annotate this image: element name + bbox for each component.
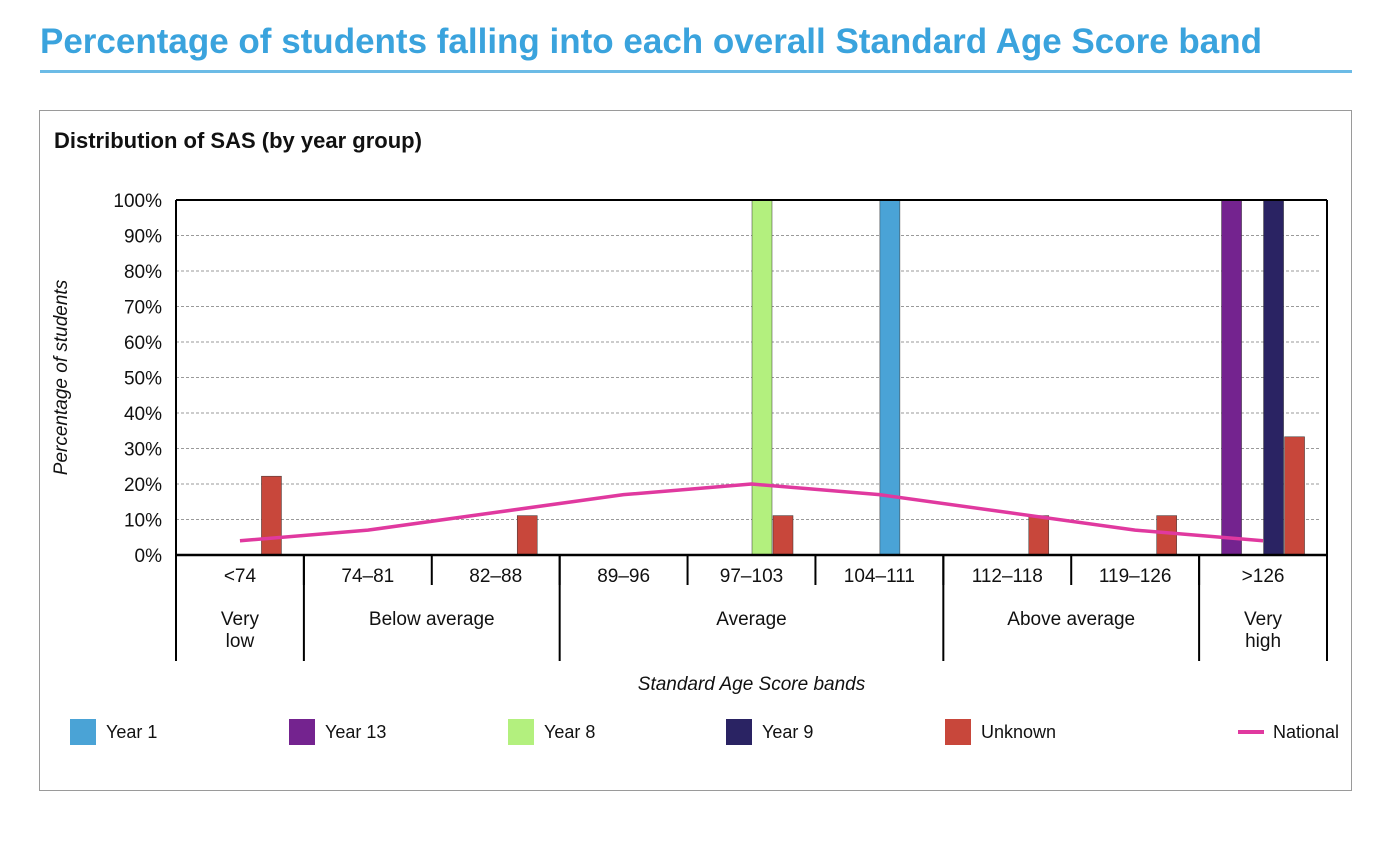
x-tick-label: <74 xyxy=(224,566,257,587)
x-tick-label: 89–96 xyxy=(597,566,650,587)
chart-title: Distribution of SAS (by year group) xyxy=(54,128,422,153)
y-tick-label: 90% xyxy=(124,227,162,248)
page-title: Percentage of students falling into each… xyxy=(40,22,1263,61)
bar-year-13 xyxy=(1221,199,1242,556)
y-tick-label: 70% xyxy=(124,298,162,319)
group-label: Very xyxy=(221,609,260,630)
legend-swatch xyxy=(70,719,96,745)
y-tick-label: 100% xyxy=(113,191,162,212)
x-tick-label: 74–81 xyxy=(341,566,394,587)
group-label: Very xyxy=(1244,609,1283,630)
y-axis-title: Percentage of students xyxy=(51,279,72,475)
y-tick-label: 30% xyxy=(124,440,162,461)
group-label: high xyxy=(1245,631,1281,652)
bar-unknown xyxy=(1028,515,1050,556)
chart-svg: Distribution of SAS (by year group) 0% 10%… xyxy=(51,128,1339,745)
x-tick-label: 104–111 xyxy=(844,566,915,587)
bar-unknown xyxy=(1284,436,1305,556)
group-label: Below average xyxy=(369,609,495,630)
legend-label: Year 1 xyxy=(106,722,157,742)
title-divider xyxy=(40,70,1352,73)
x-tick-label: >126 xyxy=(1242,566,1285,587)
bar-year-1 xyxy=(879,199,901,556)
x-tick-label: 119–126 xyxy=(1099,566,1172,587)
x-axis-title: Standard Age Score bands xyxy=(638,674,866,695)
y-tick-label: 40% xyxy=(124,404,162,425)
y-tick-label: 20% xyxy=(124,475,162,496)
bar-unknown xyxy=(772,515,794,556)
y-tick-label: 60% xyxy=(124,333,162,354)
legend-label: Unknown xyxy=(981,722,1056,742)
bar-year-9 xyxy=(1263,199,1284,556)
chart-panel: Distribution of SAS (by year group) 0% 10%… xyxy=(39,110,1352,791)
national-line xyxy=(239,482,1264,543)
group-label: Average xyxy=(716,609,786,630)
y-tick-label: 10% xyxy=(124,511,162,532)
legend-swatch xyxy=(289,719,315,745)
bar-unknown xyxy=(261,475,282,556)
y-tick-label: 50% xyxy=(124,369,162,390)
group-label: Above average xyxy=(1007,609,1135,630)
y-tick-label: 80% xyxy=(124,262,162,283)
legend-label: Year 13 xyxy=(325,722,386,742)
y-tick-label: 0% xyxy=(135,546,163,567)
legend-label: Year 9 xyxy=(762,722,813,742)
bar-unknown xyxy=(1156,515,1177,556)
group-label: low xyxy=(226,631,255,652)
x-tick-label: 97–103 xyxy=(720,566,783,587)
legend-swatch xyxy=(726,719,752,745)
bar-unknown xyxy=(516,515,538,556)
legend-label: Year 8 xyxy=(544,722,595,742)
x-tick-label: 112–118 xyxy=(972,566,1043,587)
bar-year-8 xyxy=(751,199,773,556)
legend-swatch xyxy=(508,719,534,745)
legend-label: National xyxy=(1273,722,1339,742)
x-tick-label: 82–88 xyxy=(469,566,522,587)
legend-swatch xyxy=(945,719,971,745)
